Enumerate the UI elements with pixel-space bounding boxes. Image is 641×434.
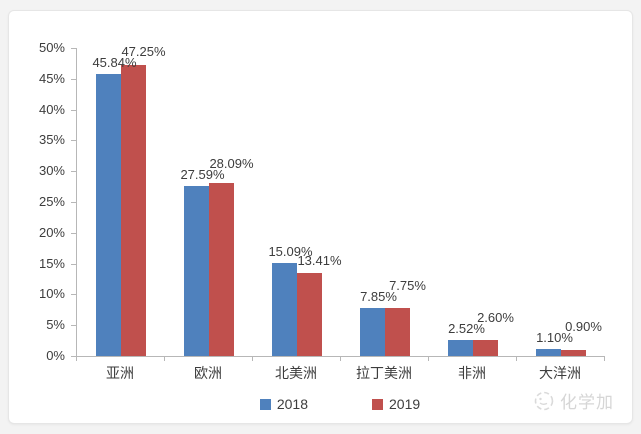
y-axis-tick — [71, 202, 76, 203]
legend-swatch-2018 — [259, 398, 271, 410]
category-label: 大洋洲 — [539, 365, 581, 381]
bar-2019 — [121, 64, 146, 356]
data-label-2018: 2.52% — [448, 321, 485, 337]
legend-swatch-2019 — [372, 398, 383, 410]
bar-2019 — [561, 350, 586, 356]
x-axis-tick — [604, 356, 605, 361]
bar-2018 — [448, 340, 473, 356]
bar-2018 — [536, 349, 561, 356]
y-axis-tick — [71, 232, 76, 234]
legend-item-2018: 2018 — [259, 396, 308, 412]
category-label: 非洲 — [458, 365, 486, 381]
bar-chart: 45.84% 47.25% 27.59% 28.09% 15.09% 13.41% 7.85… — [9, 11, 632, 423]
x-axis-tick — [428, 356, 429, 361]
y-tick-label: 50% — [38, 40, 65, 55]
bar-2019 — [209, 182, 234, 356]
data-label-2019: 13.41% — [297, 253, 342, 269]
data-label-2019: 2.60% — [477, 310, 514, 326]
y-axis-tick — [71, 48, 76, 49]
y-tick-label: 25% — [38, 194, 65, 209]
legend-label-2018: 2018 — [276, 396, 308, 412]
huaxuejia-logo-icon — [534, 391, 554, 410]
x-axis-tick — [164, 356, 165, 361]
y-tick-label: 35% — [38, 132, 65, 148]
bar-2018 — [272, 263, 297, 356]
data-label-2018: 45.84% — [92, 54, 137, 70]
y-axis-tick — [71, 171, 76, 173]
watermark: 化学加 — [533, 388, 614, 413]
legend: 2018 2019 — [76, 396, 604, 412]
y-tick-label: 0% — [46, 348, 65, 363]
y-tick-label: 30% — [38, 163, 65, 179]
data-label-2018: 1.10% — [536, 330, 573, 346]
y-axis-tick — [71, 109, 76, 111]
bar-2019 — [297, 273, 322, 356]
y-axis-tick — [71, 294, 76, 296]
category-label: 亚洲 — [106, 365, 134, 381]
legend-item-2019: 2019 — [372, 396, 420, 412]
watermark-text: 化学加 — [560, 393, 614, 412]
y-tick-label: 40% — [38, 101, 65, 117]
data-label-2018: 7.85% — [360, 288, 397, 304]
legend-label-2019: 2019 — [389, 396, 421, 412]
bar-2018 — [360, 307, 385, 356]
y-tick-label: 45% — [38, 70, 65, 86]
bar-2019 — [385, 308, 410, 356]
data-label-2019: 47.25% — [121, 43, 166, 59]
bar-2019 — [473, 339, 498, 356]
y-axis-tick — [71, 356, 76, 357]
y-tick-label: 5% — [46, 317, 65, 333]
y-axis-tick — [71, 78, 76, 80]
x-axis-tick — [516, 356, 517, 361]
data-label-2018: 27.59% — [180, 167, 225, 183]
y-axis-tick — [71, 140, 76, 142]
category-label: 北美洲 — [275, 365, 317, 381]
x-axis-tick — [340, 356, 341, 361]
category-label: 欧洲 — [194, 365, 222, 381]
data-label-2019: 7.75% — [389, 277, 426, 293]
y-tick-label: 15% — [38, 255, 65, 271]
x-axis-tick — [252, 356, 253, 361]
y-axis-tick — [71, 263, 76, 265]
data-label-2019: 28.09% — [209, 156, 254, 172]
chart-card: 45.84% 47.25% 27.59% 28.09% 15.09% 13.41% 7.85… — [8, 10, 633, 424]
y-tick-label: 10% — [38, 286, 65, 302]
data-label-2019: 0.90% — [565, 319, 602, 335]
x-axis-tick — [76, 356, 77, 361]
bar-2018 — [96, 73, 121, 356]
category-label: 拉丁美洲 — [356, 365, 412, 381]
data-label-2018: 15.09% — [268, 244, 313, 260]
y-tick-label: 20% — [38, 224, 65, 240]
plot-area: 45.84% 47.25% 27.59% 28.09% 15.09% 13.41% 7.85… — [76, 44, 605, 357]
bar-2018 — [184, 186, 209, 356]
y-axis-tick — [71, 325, 76, 327]
